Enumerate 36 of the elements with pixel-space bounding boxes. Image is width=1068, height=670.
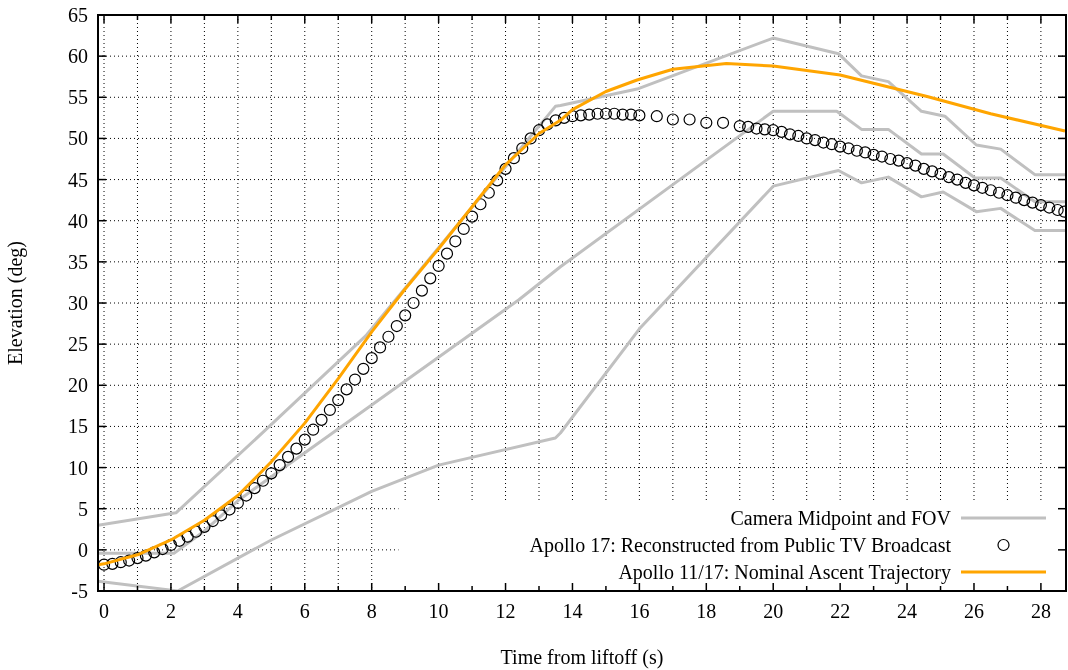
y-axis-title: Elevation (deg) (4, 241, 27, 365)
y-tick-label: 55 (68, 86, 88, 109)
y-tick-label: 0 (78, 538, 88, 561)
y-tick-label: -5 (71, 580, 88, 602)
y-tick-label: 10 (68, 456, 88, 479)
x-tick-label: 14 (562, 600, 583, 622)
y-tick-label: 15 (68, 415, 88, 438)
x-tick-label: 10 (428, 600, 449, 622)
x-tick-label: 6 (299, 600, 310, 622)
y-tick-label: 35 (68, 250, 88, 273)
x-tick-label: 2 (165, 600, 176, 622)
y-tick-label: 20 (68, 374, 88, 397)
x-tick-label: 26 (963, 600, 984, 622)
legend-label: Apollo 17: Reconstructed from Public TV Broadcast (529, 534, 952, 557)
x-tick-label: 8 (366, 600, 377, 622)
y-tick-label: 30 (68, 292, 88, 314)
x-tick-label: 12 (495, 600, 516, 622)
x-axis-title: Time from liftoff (s) (500, 646, 664, 669)
y-tick-label: 50 (68, 127, 88, 150)
y-tick-label: 60 (68, 45, 88, 68)
x-tick-label: 22 (830, 600, 851, 622)
legend-label: Camera Midpoint and FOV (730, 507, 952, 530)
x-tick-label: 20 (763, 600, 784, 622)
line-series (98, 169, 1066, 591)
x-tick-label: 0 (99, 600, 110, 622)
x-tick-label: 28 (1030, 600, 1051, 622)
x-tick-label: 18 (696, 600, 717, 622)
y-tick-label: 25 (68, 333, 88, 356)
x-tick-label: 24 (897, 600, 918, 622)
y-tick-label: 5 (78, 497, 88, 520)
y-tick-label: 40 (68, 209, 88, 232)
y-tick-label: 45 (68, 168, 88, 191)
y-tick-label: 65 (68, 4, 88, 26)
legend-label: Apollo 11/17: Nominal Ascent Trajectory (618, 561, 951, 584)
x-tick-label: 16 (629, 600, 650, 622)
x-tick-label: 4 (232, 600, 243, 622)
